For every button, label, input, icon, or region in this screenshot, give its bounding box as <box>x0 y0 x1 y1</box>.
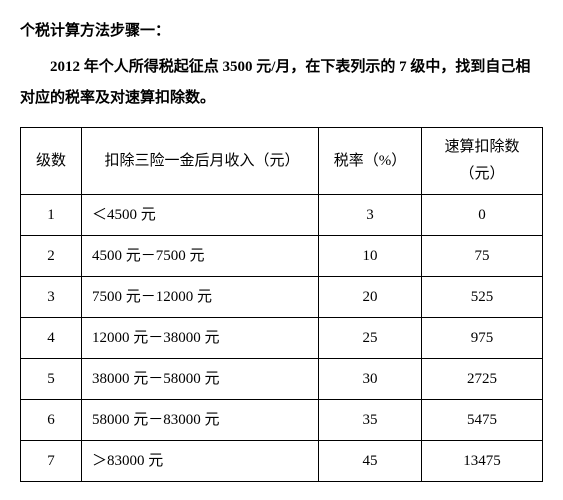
header-level: 级数 <box>21 127 82 194</box>
table-row: 2 4500 元－7500 元 10 75 <box>21 235 543 276</box>
intro-paragraph: 2012 年个人所得税起征点 3500 元/月，在下表列示的 7 级中，找到自己… <box>20 52 543 115</box>
cell-income: 12000 元－38000 元 <box>82 317 319 358</box>
cell-level: 7 <box>21 440 82 481</box>
cell-rate: 10 <box>319 235 422 276</box>
cell-deduct: 5475 <box>422 399 543 440</box>
cell-rate: 45 <box>319 440 422 481</box>
cell-income: 4500 元－7500 元 <box>82 235 319 276</box>
cell-level: 2 <box>21 235 82 276</box>
table-row: 4 12000 元－38000 元 25 975 <box>21 317 543 358</box>
cell-rate: 25 <box>319 317 422 358</box>
cell-income: 38000 元－58000 元 <box>82 358 319 399</box>
table-row: 3 7500 元－12000 元 20 525 <box>21 276 543 317</box>
cell-deduct: 525 <box>422 276 543 317</box>
cell-level: 4 <box>21 317 82 358</box>
cell-income: 7500 元－12000 元 <box>82 276 319 317</box>
table-row: 7 ＞83000 元 45 13475 <box>21 440 543 481</box>
table-row: 5 38000 元－58000 元 30 2725 <box>21 358 543 399</box>
cell-rate: 3 <box>319 194 422 235</box>
header-deduct-line1: 速算扣除数 <box>428 134 536 161</box>
page-title: 个税计算方法步骤一： <box>20 16 543 48</box>
cell-rate: 30 <box>319 358 422 399</box>
cell-deduct: 2725 <box>422 358 543 399</box>
cell-level: 5 <box>21 358 82 399</box>
cell-level: 3 <box>21 276 82 317</box>
header-deduct-line2: （元） <box>428 161 536 188</box>
table-row: 1 ＜4500 元 3 0 <box>21 194 543 235</box>
cell-rate: 20 <box>319 276 422 317</box>
header-rate: 税率（%） <box>319 127 422 194</box>
cell-level: 1 <box>21 194 82 235</box>
cell-deduct: 975 <box>422 317 543 358</box>
cell-income: ＜4500 元 <box>82 194 319 235</box>
cell-income: ＞83000 元 <box>82 440 319 481</box>
header-deduct: 速算扣除数 （元） <box>422 127 543 194</box>
cell-level: 6 <box>21 399 82 440</box>
table-row: 6 58000 元－83000 元 35 5475 <box>21 399 543 440</box>
cell-deduct: 0 <box>422 194 543 235</box>
cell-rate: 35 <box>319 399 422 440</box>
table-body: 1 ＜4500 元 3 0 2 4500 元－7500 元 10 75 3 75… <box>21 194 543 481</box>
cell-deduct: 13475 <box>422 440 543 481</box>
tax-table: 级数 扣除三险一金后月收入（元） 税率（%） 速算扣除数 （元） 1 ＜4500… <box>20 127 543 482</box>
header-income: 扣除三险一金后月收入（元） <box>82 127 319 194</box>
table-header-row: 级数 扣除三险一金后月收入（元） 税率（%） 速算扣除数 （元） <box>21 127 543 194</box>
cell-income: 58000 元－83000 元 <box>82 399 319 440</box>
cell-deduct: 75 <box>422 235 543 276</box>
